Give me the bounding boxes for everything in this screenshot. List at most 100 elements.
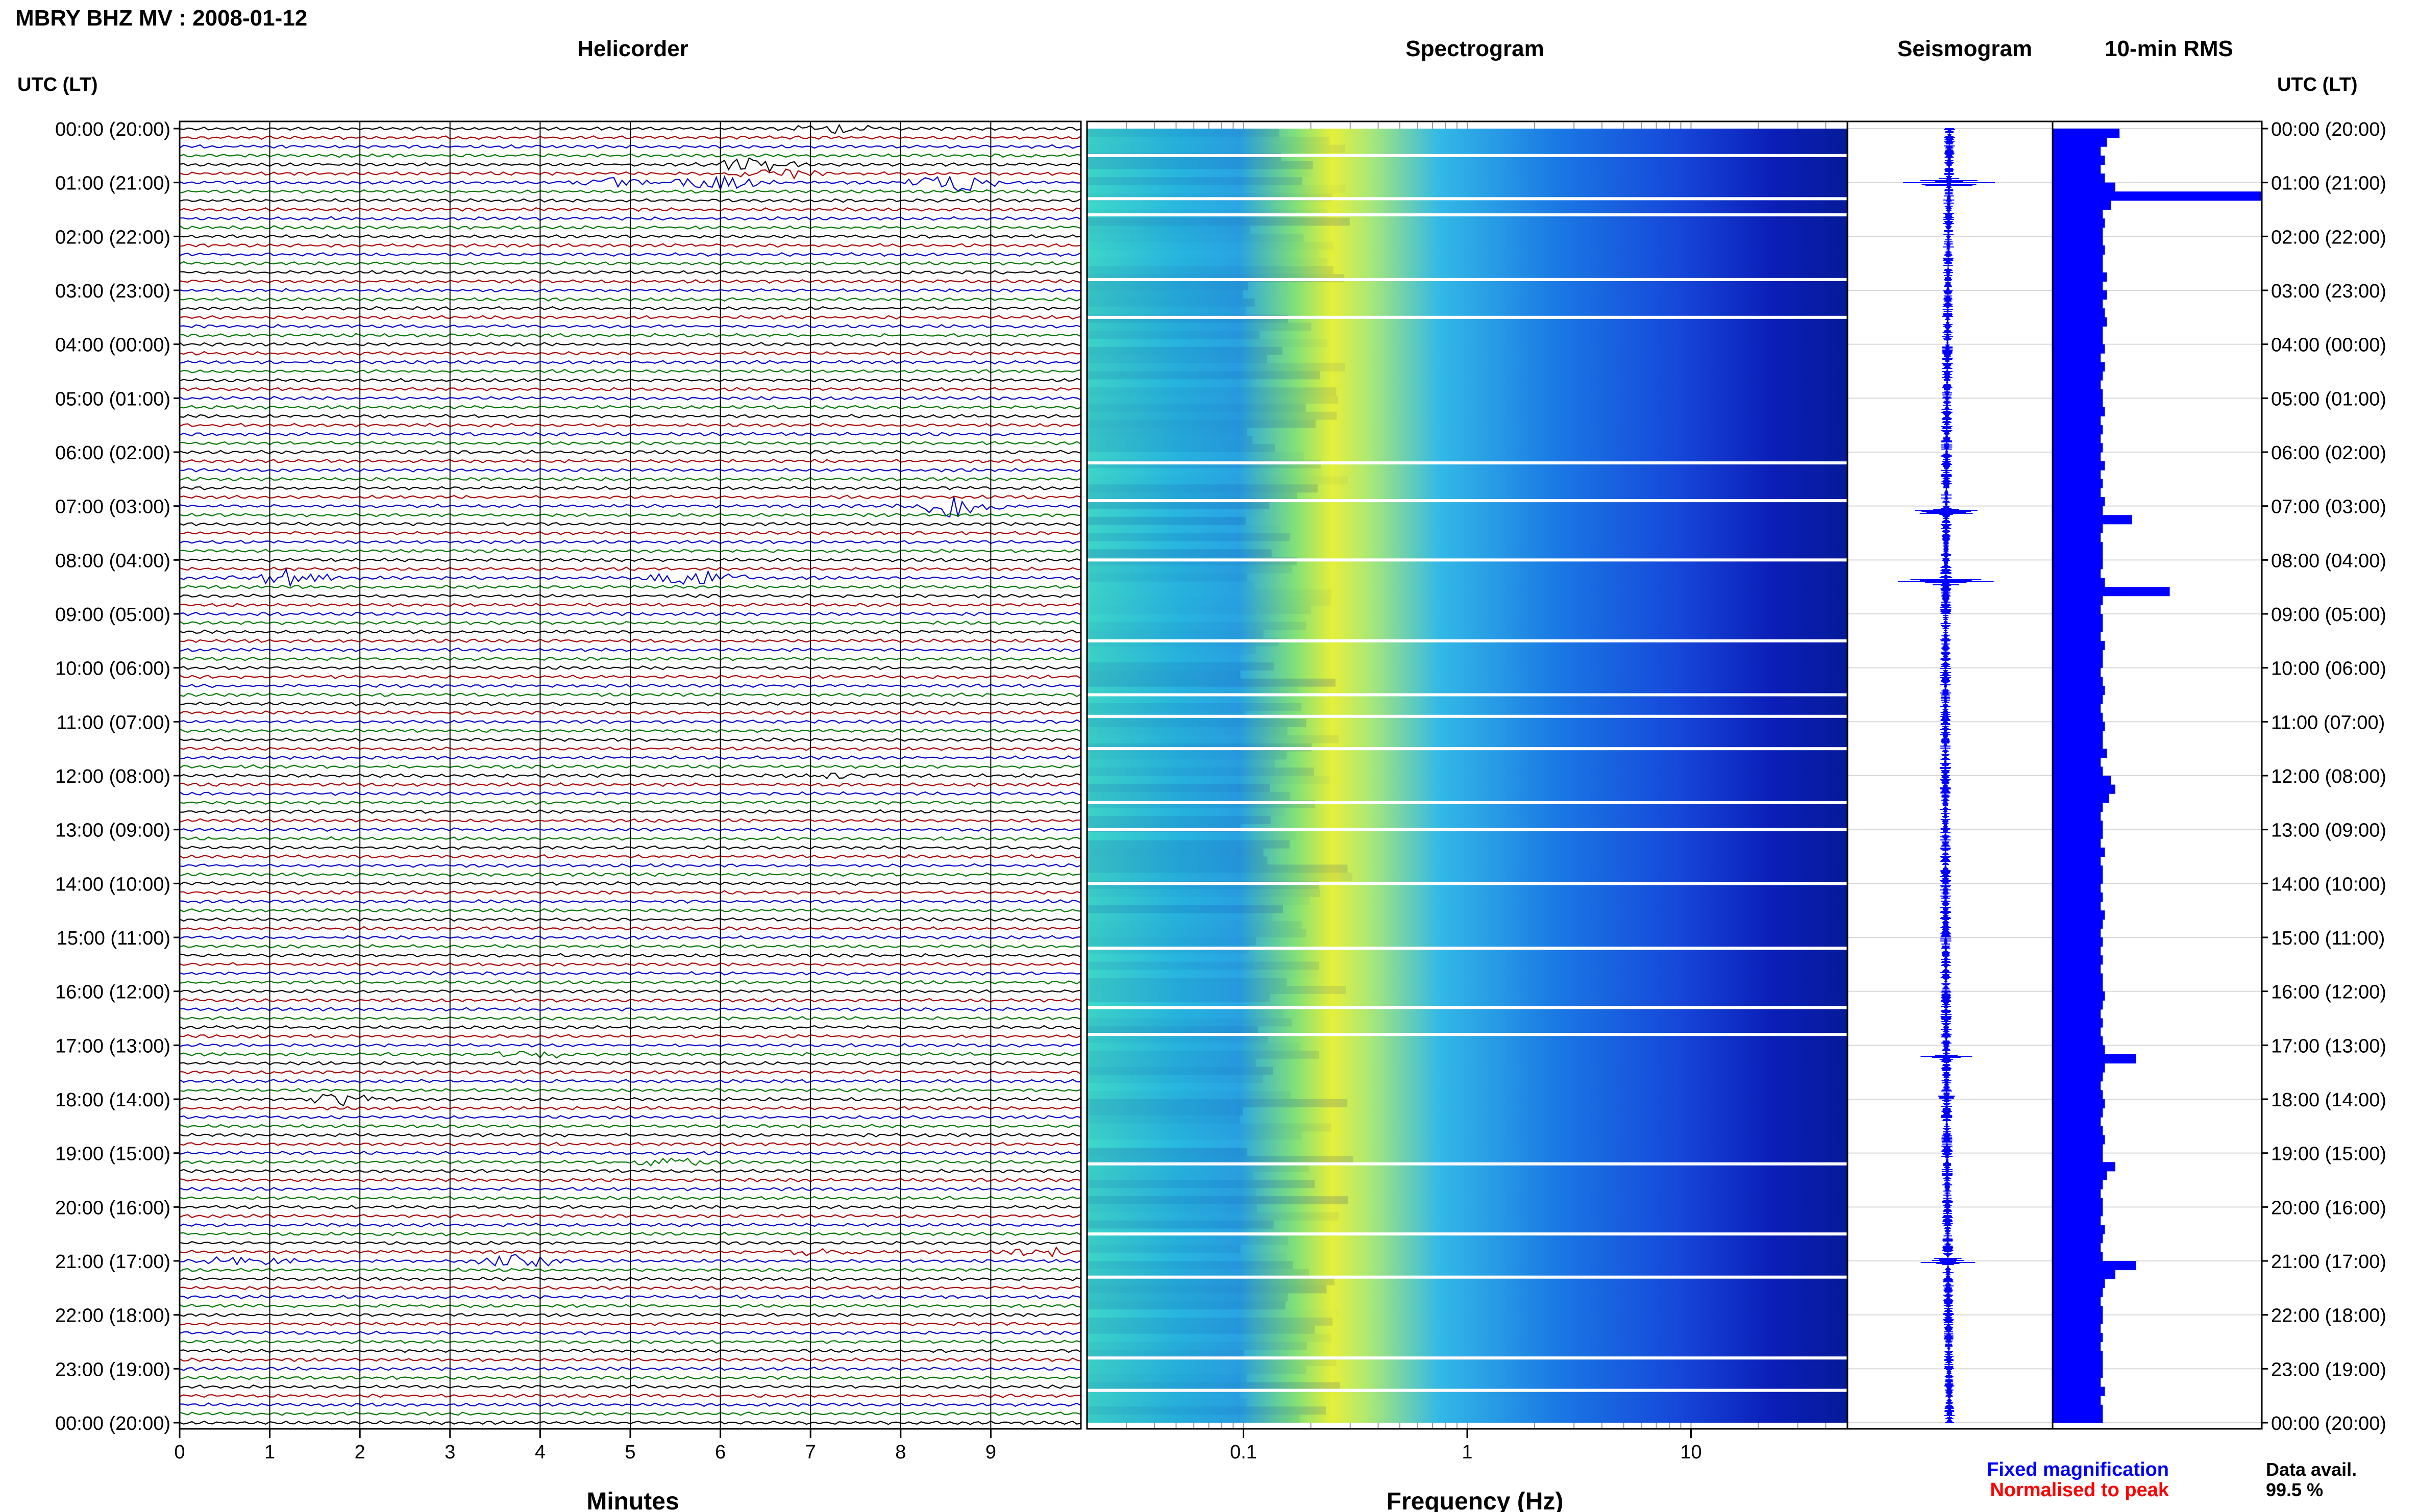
spectrogram-texture [1087, 298, 1255, 307]
spectrogram-texture [1087, 363, 1345, 371]
rms-bar [2053, 1135, 2105, 1145]
spectrogram-texture [1087, 1099, 1348, 1107]
rms-bar [2053, 362, 2105, 371]
page-title: MBRY BHZ MV : 2008-01-12 [15, 6, 307, 31]
helicorder-x-tick-label: 4 [535, 1442, 546, 1463]
spectrogram-texture [1087, 395, 1338, 404]
rms-bar [2053, 434, 2101, 443]
rms-bar [2053, 245, 2105, 255]
rms-bar [2053, 928, 2101, 938]
rms-bar [2053, 650, 2103, 659]
rms-bar [2053, 191, 2262, 201]
rms-bar [2053, 425, 2103, 435]
rms-bar [2053, 1396, 2101, 1405]
rms-bar [2053, 344, 2105, 354]
spectrogram-gap [1087, 558, 1847, 562]
time-label-right: 21:00 (17:00) [2271, 1251, 2386, 1273]
rms-bar [2053, 704, 2101, 713]
rms-bar [2053, 281, 2103, 291]
spectrogram-texture [1087, 492, 1297, 501]
spectrogram-texture [1087, 727, 1288, 735]
time-label-right: 10:00 (06:00) [2271, 658, 2386, 680]
rms-bar [2053, 955, 2103, 965]
rms-bar [2053, 946, 2101, 956]
rms-bar [2053, 155, 2105, 165]
rms-bar [2053, 667, 2101, 677]
spectrogram-gap [1087, 315, 1847, 319]
rms-bar [2053, 1171, 2107, 1180]
spectrogram-texture [1087, 452, 1304, 460]
spectrogram-gap [1087, 1389, 1847, 1392]
spectrogram-texture [1087, 994, 1270, 1002]
rms-bar [2053, 326, 2103, 336]
spectrogram-gap [1087, 639, 1847, 642]
rms-bar [2053, 1386, 2105, 1396]
rms-bar [2053, 1000, 2103, 1010]
spectrogram-texture [1087, 751, 1287, 760]
time-label-right: 20:00 (16:00) [2271, 1197, 2386, 1219]
spectrogram-texture [1087, 929, 1306, 937]
spectrogram-texture [1087, 1342, 1307, 1350]
spectrogram-texture [1087, 1261, 1293, 1269]
spectrogram-texture [1087, 986, 1346, 994]
spectrogram-texture [1087, 767, 1315, 776]
rms-bar [2053, 218, 2105, 228]
helicorder-x-tick-label: 6 [715, 1442, 726, 1463]
spectrogram-texture [1087, 978, 1287, 986]
helicorder-x-tick-label: 7 [805, 1442, 816, 1463]
spectrogram-texture [1087, 565, 1293, 574]
rms-bar [2053, 757, 2101, 767]
spectrogram-texture [1087, 776, 1329, 784]
rms-bar [2053, 623, 2103, 632]
spectrogram-texture [1087, 783, 1270, 792]
spectrogram-texture [1087, 719, 1306, 727]
time-label-right: 08:00 (04:00) [2271, 550, 2386, 572]
spectrogram-gap [1087, 693, 1847, 697]
time-label-left: 12:00 (08:00) [55, 766, 170, 787]
rms-bar [2053, 317, 2107, 327]
rms-bar [2053, 766, 2103, 776]
spectrogram-texture [1087, 217, 1350, 226]
rms-bar [2053, 1027, 2101, 1037]
spectrogram-texture [1087, 1131, 1302, 1140]
rms-bar [2053, 919, 2103, 929]
rms-bar [2053, 236, 2103, 246]
spectrogram-gap [1087, 1033, 1847, 1036]
spectrogram-texture [1087, 1333, 1331, 1342]
time-label-right: 09:00 (05:00) [2271, 604, 2386, 626]
time-label-left: 01:00 (21:00) [55, 173, 170, 194]
rms-bar [2053, 1270, 2115, 1279]
spectrogram-texture [1087, 1180, 1315, 1188]
spectrogram-gap [1087, 1232, 1847, 1236]
rms-bar [2053, 407, 2105, 417]
spectrogram-texture [1087, 541, 1280, 549]
spectrogram-texture [1087, 387, 1337, 396]
rms-bar [2053, 497, 2105, 507]
spectrogram-texture [1087, 832, 1296, 840]
spectrogram-texture [1087, 346, 1283, 355]
spectrogram-texture [1087, 848, 1264, 857]
rms-bar [2053, 892, 2103, 902]
rms-bar [2053, 1315, 2103, 1324]
spectrogram-gap [1087, 1356, 1847, 1360]
rms-bar [2053, 371, 2103, 381]
spectrogram-texture [1087, 169, 1312, 177]
helicorder-title: Helicorder [577, 36, 688, 61]
spectrogram-texture [1087, 1253, 1287, 1261]
rms-bar [2053, 937, 2103, 947]
spectrogram-gap [1087, 1162, 1847, 1166]
rms-bar [2053, 1144, 2103, 1154]
rms-bar [2053, 182, 2115, 192]
rms-bar [2053, 739, 2103, 749]
spectrogram-texture [1087, 468, 1321, 477]
rms-bar [2053, 137, 2107, 147]
rms-bar [2053, 1377, 2101, 1387]
spectrogram-texture [1087, 1317, 1333, 1326]
rms-bar [2053, 659, 2103, 668]
spectrogram-title: Spectrogram [1405, 36, 1544, 61]
rms-bar [2053, 1162, 2115, 1172]
time-label-left: 07:00 (03:00) [55, 497, 170, 518]
time-label-right: 23:00 (19:00) [2271, 1359, 2386, 1380]
spectrogram-image [1087, 121, 1848, 1429]
